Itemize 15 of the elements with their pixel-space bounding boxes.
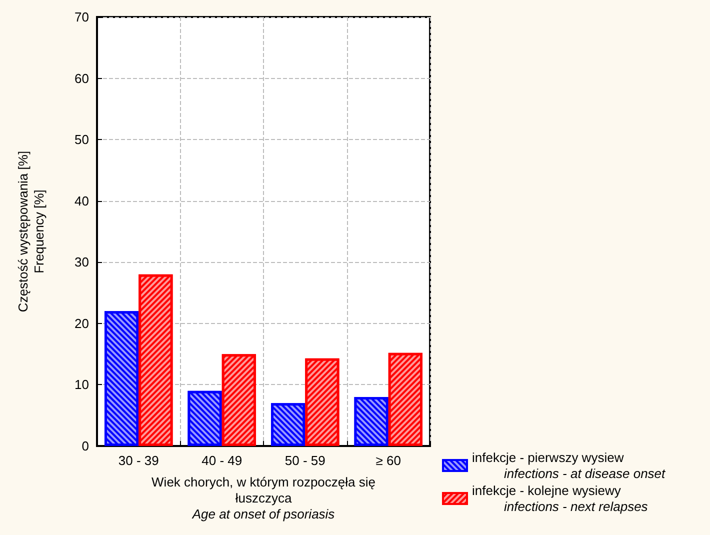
y-tick-label: 50	[74, 132, 89, 148]
y-tick-label: 0	[82, 438, 89, 454]
x-axis-title: Wiek chorych, w którym rozpoczęła się łuszczyca Age at onset of psoriasis	[152, 474, 376, 522]
y-tick-label: 70	[74, 10, 89, 24]
legend-label: infekcje - kolejne wysiewy infections - next relapses	[472, 483, 648, 514]
y-tick-label: 10	[74, 377, 89, 392]
x-tick-label: ≥ 60	[376, 453, 401, 468]
x-tick-label: 40 - 49	[202, 453, 242, 468]
y-axis-title: Częstość występowania [%] Frequency [%]	[16, 150, 46, 312]
y-tick-label: 30	[74, 254, 89, 270]
y-tick-label: 20	[74, 316, 89, 331]
x-tick-label: 30 - 39	[118, 453, 159, 468]
y-tick-label: 40	[74, 193, 89, 208]
x-tick-label: 50 - 59	[284, 453, 326, 468]
y-tick-label: 60	[74, 70, 89, 86]
